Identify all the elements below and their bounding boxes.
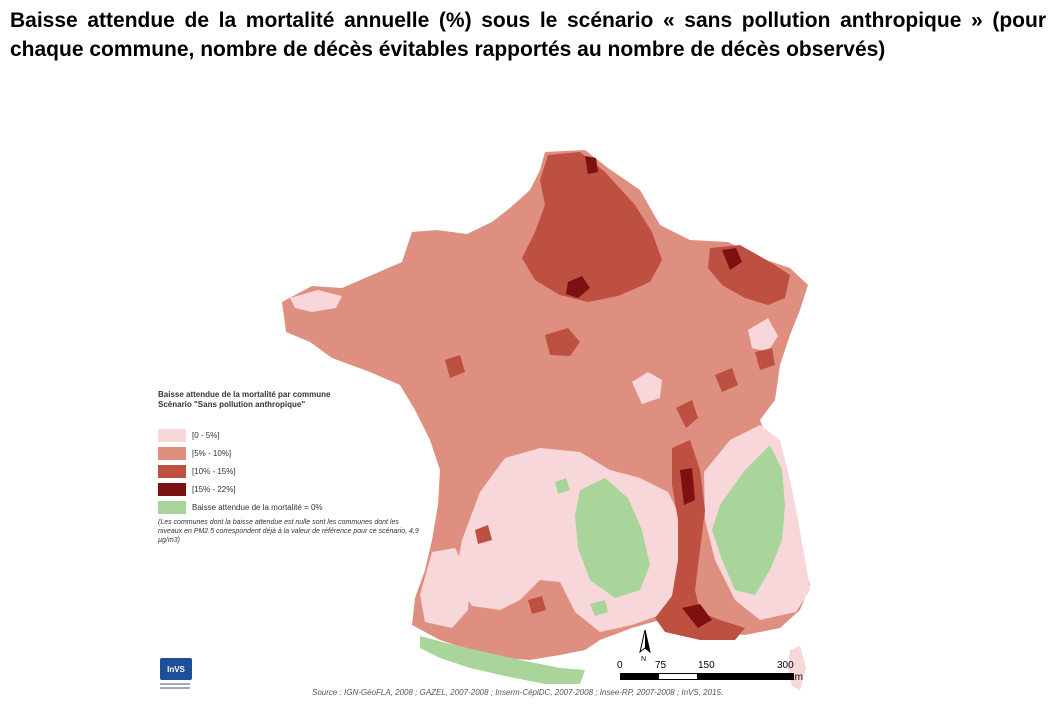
legend-item: [5% - 10%]: [158, 444, 428, 462]
zone-paris-15-22: [566, 276, 590, 298]
zone-brittany-light: [290, 290, 342, 312]
zone-rhone-valley-10-15: [655, 440, 745, 640]
legend-item-label: [10% - 15%]: [192, 466, 236, 476]
legend-swatch: [158, 482, 186, 496]
legend-item: [0 - 5%]: [158, 426, 428, 444]
legend-title-line1: Baisse attendue de la mortalité par comm…: [158, 390, 331, 399]
zone-west-10-15: [445, 355, 465, 378]
zone-south-10-15-b: [475, 525, 492, 544]
scale-bar: 0 75 150 300 Km: [612, 622, 812, 686]
zone-alps-green: [712, 445, 785, 595]
legend-title-line2: Scénario "Sans pollution anthropique": [158, 400, 306, 409]
north-arrow-icon: N: [639, 629, 651, 663]
scale-label-0: 0: [617, 660, 623, 671]
source-note: Source : IGN-GéoFLA, 2008 ; GAZEL, 2007-…: [312, 688, 724, 697]
legend-item: [10% - 15%]: [158, 462, 428, 480]
zone-south-10-15-a: [528, 596, 546, 614]
legend-item: [15% - 22%]: [158, 480, 428, 498]
legend-item-label: [0 - 5%]: [192, 430, 220, 440]
scale-segment: [696, 674, 793, 679]
legend-swatch: [158, 446, 186, 460]
legend-item-label: [15% - 22%]: [192, 484, 236, 494]
zone-pyrenees-green: [420, 636, 585, 684]
legend-item-label: [5% - 10%]: [192, 448, 232, 458]
legend-items: [0 - 5%] [5% - 10%] [10% - 15%] [15% - 2…: [158, 426, 428, 516]
scale-unit: Km: [788, 672, 803, 683]
legend-swatch: [158, 428, 186, 442]
zone-rhone-15-22: [680, 468, 695, 505]
invs-logo-lines: [160, 683, 190, 685]
zone-east-light: [748, 318, 778, 352]
zone-small-green-b: [555, 478, 570, 494]
legend-item: Baisse attendue de la mortalité = 0%: [158, 498, 428, 516]
legend-item-label: Baisse attendue de la mortalité = 0%: [192, 502, 323, 512]
zone-massif-light-a: [632, 372, 662, 404]
north-label: N: [641, 656, 646, 663]
zone-small-green-a: [590, 600, 608, 616]
scale-label-150: 150: [698, 660, 715, 671]
figure-title: Baisse attendue de la mortalité annuelle…: [10, 9, 1046, 61]
invs-logo-mark: InVS: [160, 658, 192, 680]
zone-east-10-15-a: [715, 368, 738, 392]
zone-landes-light: [420, 548, 470, 628]
legend-swatch: [158, 464, 186, 478]
zone-lille-15-22: [585, 156, 598, 174]
legend-swatch: [158, 500, 186, 514]
scale-bar-graphic: [620, 673, 794, 680]
scale-segment: [621, 674, 659, 679]
scale-label-300: 300: [777, 660, 794, 671]
legend: Baisse attendue de la mortalité par comm…: [158, 390, 428, 545]
zone-east-10-15-b: [755, 348, 775, 370]
zone-lorraine-15-22: [722, 248, 742, 270]
zone-marseille-15-22: [682, 604, 712, 628]
zone-massif-central-green: [575, 478, 650, 598]
invs-logo: InVS: [160, 658, 194, 696]
zone-centre-10-15: [545, 328, 580, 356]
legend-note: (Les communes dont la baisse attendue es…: [158, 519, 419, 544]
scale-segment: [658, 674, 697, 679]
zone-lyon-10-15: [676, 400, 698, 428]
scale-label-75: 75: [655, 660, 667, 671]
zone-north-10-15: [522, 152, 662, 302]
